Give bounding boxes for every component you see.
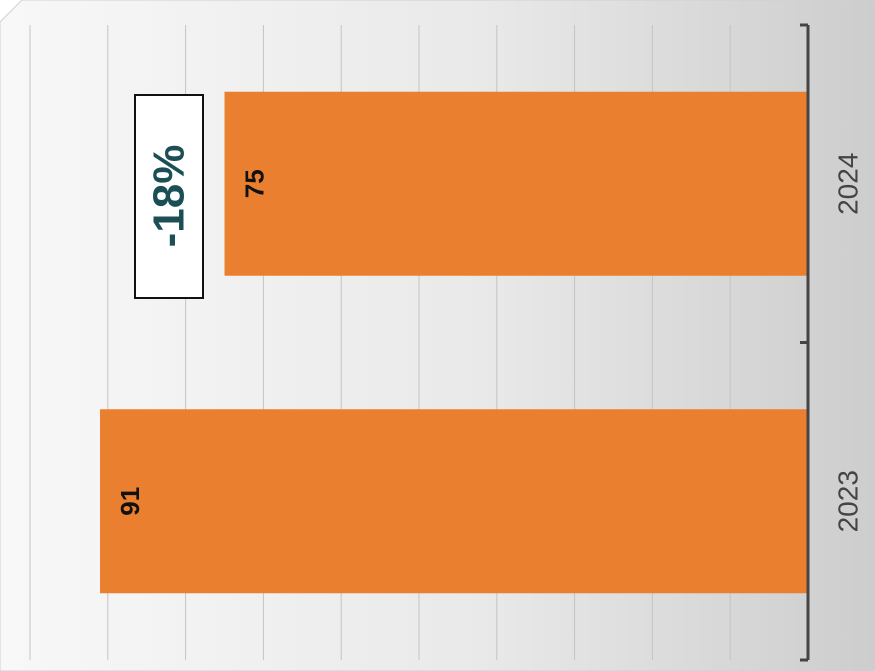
change-annotation-label: -18% bbox=[145, 145, 194, 248]
bar-2023 bbox=[100, 409, 808, 594]
bar-2024 bbox=[224, 91, 808, 276]
data-labels: 91 75 bbox=[115, 169, 269, 515]
category-label-2023: 2023 bbox=[833, 470, 864, 532]
data-label-2023: 91 bbox=[115, 487, 145, 516]
data-label-2024: 75 bbox=[240, 169, 270, 198]
category-label-2024: 2024 bbox=[833, 153, 864, 215]
bars bbox=[100, 91, 808, 594]
change-annotation-box bbox=[134, 94, 204, 299]
change-annotation: -18% bbox=[134, 94, 204, 299]
category-axis: 2023 2024 bbox=[800, 23, 864, 662]
